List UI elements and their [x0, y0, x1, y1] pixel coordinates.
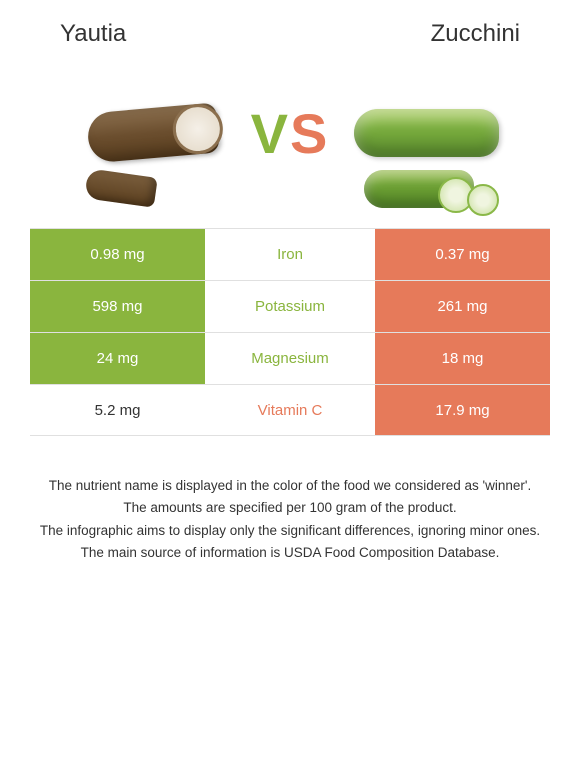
comparison-header: Yautia Zucchini — [0, 20, 580, 48]
footer-line4: The main source of information is USDA F… — [30, 543, 550, 563]
food2-title: Zucchini — [431, 20, 520, 48]
food2-value-cell: 18 mg — [375, 333, 550, 384]
nutrient-row: 598 mgPotassium261 mg — [30, 280, 550, 332]
food2-value-cell: 261 mg — [375, 281, 550, 332]
footer-notes: The nutrient name is displayed in the co… — [0, 476, 580, 563]
nutrient-name-cell: Potassium — [205, 281, 375, 332]
food1-value-cell: 598 mg — [30, 281, 205, 332]
nutrient-row: 24 mgMagnesium18 mg — [30, 332, 550, 384]
nutrient-row: 5.2 mgVitamin C17.9 mg — [30, 384, 550, 436]
food1-title: Yautia — [60, 20, 126, 48]
zucchini-image — [349, 78, 504, 188]
nutrient-comparison-table: 0.98 mgIron0.37 mg598 mgPotassium261 mg2… — [30, 228, 550, 436]
food2-value-cell: 0.37 mg — [375, 229, 550, 280]
food1-value-cell: 0.98 mg — [30, 229, 205, 280]
food2-value-cell: 17.9 mg — [375, 385, 550, 435]
vs-s-letter: S — [290, 102, 329, 165]
vs-label: VS — [251, 101, 330, 166]
vs-v-letter: V — [251, 102, 290, 165]
footer-line2: The amounts are specified per 100 gram o… — [30, 498, 550, 518]
yautia-image — [76, 78, 231, 188]
nutrient-name-cell: Iron — [205, 229, 375, 280]
food1-value-cell: 24 mg — [30, 333, 205, 384]
comparison-images-row: VS — [0, 78, 580, 188]
nutrient-name-cell: Vitamin C — [205, 385, 375, 435]
footer-line3: The infographic aims to display only the… — [30, 521, 550, 541]
nutrient-row: 0.98 mgIron0.37 mg — [30, 228, 550, 280]
food1-value-cell: 5.2 mg — [30, 385, 205, 435]
footer-line1: The nutrient name is displayed in the co… — [30, 476, 550, 496]
nutrient-name-cell: Magnesium — [205, 333, 375, 384]
